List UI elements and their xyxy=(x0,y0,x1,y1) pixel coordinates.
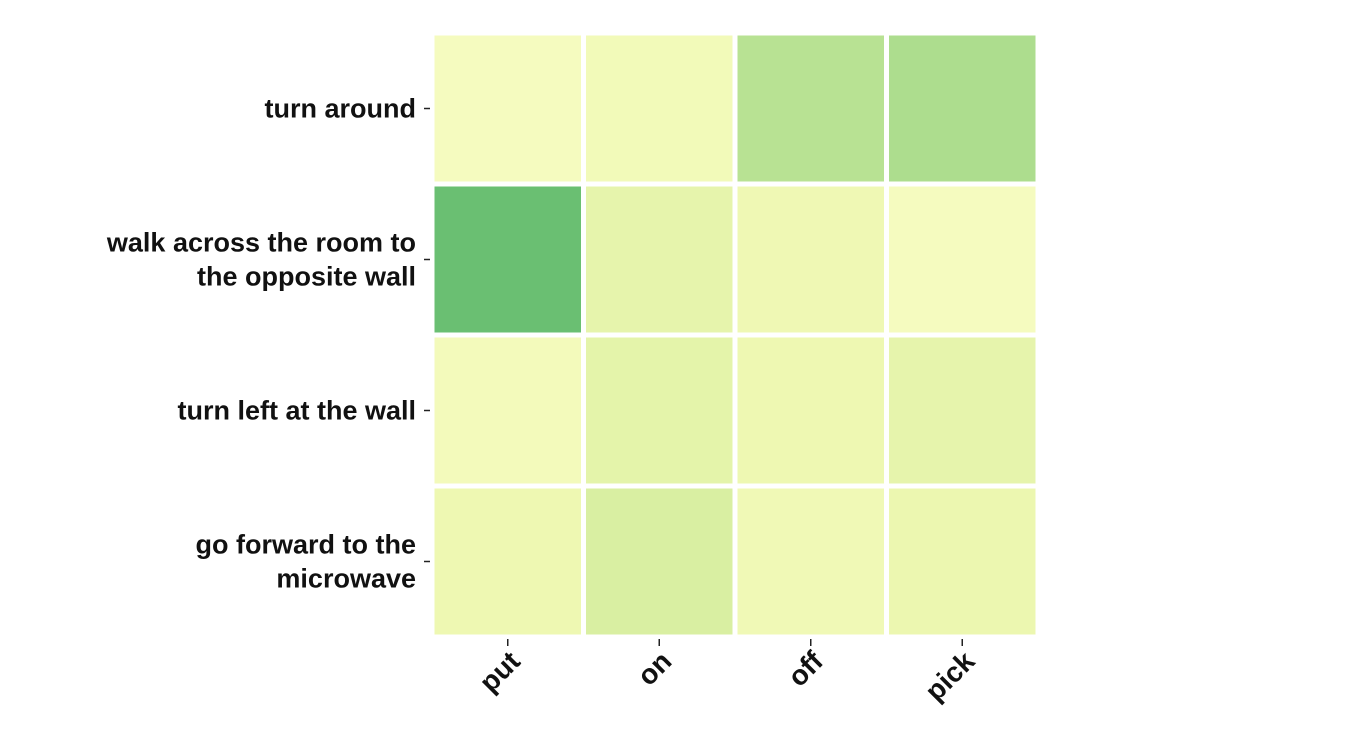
y-tick-label: turn around xyxy=(265,94,416,124)
y-tick-label-line: turn left at the wall xyxy=(177,396,416,426)
x-axis: put on off pick xyxy=(473,639,981,707)
heatmap-cell-r2-c0 xyxy=(429,332,586,489)
y-tick-label: go forward to the microwave xyxy=(196,530,416,594)
y-tick-label-line: walk across the room to xyxy=(106,228,416,258)
heatmap-cell-r3-c2 xyxy=(732,483,889,640)
heatmap-cell-r1-c3 xyxy=(884,181,1041,338)
heatmap-cell-r3-c3 xyxy=(884,483,1041,640)
y-tick-label-line: microwave xyxy=(276,564,416,594)
heatmap-cell-r3-c1 xyxy=(581,483,738,640)
heatmap-cell-r3-c0 xyxy=(429,483,586,640)
x-tick-label: off xyxy=(782,645,830,693)
x-tick-label: put xyxy=(473,645,526,698)
heatmap-cell-r0-c2 xyxy=(732,30,889,187)
y-axis: turn around walk across the room to the op… xyxy=(106,94,430,594)
heatmap-cell-r0-c0 xyxy=(429,30,586,187)
x-tick-label: pick xyxy=(919,645,981,707)
heatmap-cell-r1-c2 xyxy=(732,181,889,338)
heatmap-cell-r2-c3 xyxy=(884,332,1041,489)
y-tick-label: walk across the room to the opposite wall xyxy=(106,228,416,292)
y-tick-label: turn left at the wall xyxy=(177,396,416,426)
y-tick-label-line: turn around xyxy=(265,94,416,124)
heatmap-cell-r2-c1 xyxy=(581,332,738,489)
heatmap-cell-r1-c0 xyxy=(429,181,586,338)
x-tick-label: on xyxy=(631,645,677,691)
heatmap-cells xyxy=(429,30,1041,640)
heatmap-cell-r1-c1 xyxy=(581,181,738,338)
y-tick-label-line: go forward to the xyxy=(196,530,416,560)
heatmap-cell-r0-c3 xyxy=(884,30,1041,187)
heatmap-cell-r0-c1 xyxy=(581,30,738,187)
heatmap-cell-r2-c2 xyxy=(732,332,889,489)
y-tick-label-line: the opposite wall xyxy=(197,262,416,292)
